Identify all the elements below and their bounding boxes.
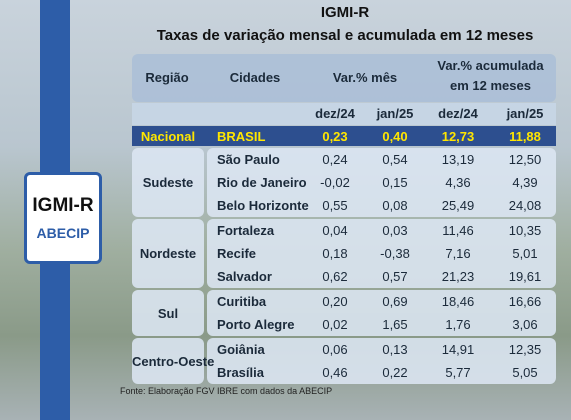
group-panel (207, 219, 556, 288)
group-panel (207, 148, 556, 217)
value-cell: 0,02 (322, 317, 348, 332)
value-cell: 25,49 (441, 198, 475, 213)
city-cell: Curitiba (217, 294, 267, 309)
value-cell: 5,77 (445, 365, 471, 380)
city-cell: Fortaleza (217, 223, 275, 238)
value-cell: 11,46 (442, 223, 474, 238)
value-cell: 14,91 (441, 342, 475, 357)
column-header: Var.% mês (332, 70, 398, 85)
value-cell: 1,65 (382, 317, 408, 332)
region-cell: Sul (157, 305, 179, 321)
region-cell: Centro-Oeste (132, 353, 215, 369)
value-cell: 0,15 (382, 175, 408, 190)
value-cell: 0,04 (322, 223, 348, 238)
city-cell: Porto Alegre (217, 317, 295, 332)
value-cell: 0,22 (382, 365, 408, 380)
period-header: jan/25 (376, 106, 414, 121)
value-cell: 0,06 (322, 342, 348, 357)
value-cell: 5,05 (512, 365, 538, 380)
region-cell: Nacional (140, 129, 196, 144)
group-panel (132, 338, 204, 384)
value-cell: 24,08 (508, 198, 542, 213)
region-cell: Nordeste (139, 246, 197, 261)
logo-org: ABECIP (36, 225, 90, 241)
title: IGMI-R (320, 4, 370, 21)
city-cell: Recife (217, 246, 257, 261)
value-cell: 0,46 (322, 365, 348, 380)
value-cell: 0,20 (322, 294, 348, 309)
value-cell: 0,23 (322, 129, 348, 144)
group-panel (207, 338, 556, 384)
logo-box: IGMI-R ABECIP (24, 172, 102, 264)
value-cell: 7,16 (445, 246, 471, 261)
city-cell: Belo Horizonte (217, 198, 309, 213)
subtitle: Taxas de variação mensal e acumulada em … (156, 27, 534, 44)
logo-name: IGMI-R (32, 195, 94, 216)
value-cell: 0,57 (382, 269, 408, 284)
group-panel (132, 290, 204, 336)
period-panel (132, 103, 556, 125)
value-cell: 0,18 (322, 246, 348, 261)
value-cell: 4,39 (512, 175, 538, 190)
value-cell: 0,03 (382, 223, 408, 238)
value-cell: 0,55 (322, 198, 348, 213)
period-header: dez/24 (315, 106, 355, 121)
value-cell: 5,01 (512, 246, 538, 261)
city-cell: Goiânia (217, 342, 265, 357)
value-cell: -0,38 (380, 246, 410, 261)
value-cell: 0,69 (382, 294, 408, 309)
column-header: Região (145, 70, 189, 85)
column-header: Var.% acumulada em 12 meses (437, 58, 544, 93)
value-cell: 0,24 (322, 152, 348, 167)
value-cell: 0,62 (322, 269, 348, 284)
source: Fonte: Elaboração FGV IBRE com dados da … (120, 386, 333, 396)
value-cell: 21,23 (441, 269, 475, 284)
value-cell: -0,02 (320, 175, 350, 190)
city-cell: BRASIL (217, 129, 266, 144)
value-cell: 12,73 (441, 129, 475, 144)
value-cell: 11,88 (509, 129, 541, 144)
group-panel (132, 219, 204, 288)
value-cell: 0,13 (382, 342, 408, 357)
value-cell: 0,54 (382, 152, 408, 167)
value-cell: 12,35 (508, 342, 542, 357)
header-panel (132, 54, 556, 102)
city-cell: Salvador (217, 269, 272, 284)
value-cell: 1,76 (445, 317, 471, 332)
group-panel (207, 290, 556, 336)
value-cell: 18,46 (441, 294, 475, 309)
column-header: Cidades (229, 70, 281, 85)
period-header: dez/24 (438, 106, 478, 121)
city-cell: Brasília (217, 365, 264, 380)
group-panel (132, 148, 204, 217)
value-cell: 4,36 (445, 175, 471, 190)
value-cell: 0,08 (382, 198, 408, 213)
value-cell: 19,61 (508, 269, 542, 284)
value-cell: 10,35 (508, 223, 542, 238)
period-header: jan/25 (506, 106, 544, 121)
value-cell: 13,19 (441, 152, 475, 167)
value-cell: 12,50 (508, 152, 542, 167)
value-cell: 16,66 (508, 294, 542, 309)
national-panel (132, 126, 556, 146)
value-cell: 0,40 (382, 129, 408, 144)
region-cell: Sudeste (142, 175, 194, 190)
value-cell: 3,06 (512, 317, 538, 332)
city-cell: São Paulo (217, 152, 280, 167)
city-cell: Rio de Janeiro (217, 175, 307, 190)
